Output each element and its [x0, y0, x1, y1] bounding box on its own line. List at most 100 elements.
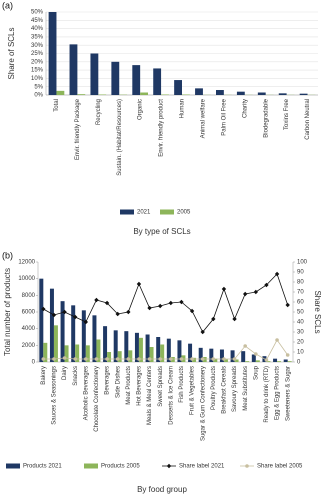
- y2-tick-label: 0: [297, 360, 301, 366]
- x-tick-label: Envir. friendly Package: [75, 98, 81, 160]
- bar: [202, 357, 207, 362]
- bar: [156, 337, 161, 362]
- marker: [232, 357, 237, 361]
- marker: [211, 357, 216, 361]
- marker: [126, 357, 131, 361]
- y-tick-label: 0%: [34, 93, 43, 99]
- x-tick-label: Hot Beverages: [137, 366, 143, 406]
- legend-swatch: [160, 209, 174, 215]
- marker: [169, 357, 173, 361]
- bar: [103, 326, 108, 362]
- marker: [136, 281, 142, 287]
- marker: [254, 352, 258, 356]
- marker: [264, 358, 269, 362]
- marker: [242, 291, 248, 297]
- bar: [117, 351, 122, 362]
- x-tick-label: Sauces & Seasonings: [52, 366, 58, 425]
- bar: [113, 330, 118, 362]
- x-tick-label: Alcoholic Beverages: [83, 366, 89, 420]
- bar: [69, 44, 78, 95]
- marker: [221, 286, 227, 292]
- bar: [251, 354, 256, 362]
- marker: [190, 357, 194, 361]
- y2-tick-label: 100: [297, 260, 308, 266]
- marker: [253, 289, 259, 295]
- bar: [48, 12, 57, 95]
- y2-tick-label: 30: [297, 330, 304, 336]
- y2-tick-label: 60: [297, 300, 304, 306]
- x-tick-label: Bakery: [41, 366, 47, 385]
- y-tick-label: 35%: [31, 34, 44, 40]
- x-axis-title: By food group: [137, 485, 187, 494]
- bar: [39, 278, 44, 362]
- legend-label: 2005: [177, 210, 191, 216]
- marker: [285, 302, 290, 308]
- bar: [177, 340, 182, 362]
- bar: [64, 345, 69, 362]
- bar: [257, 92, 266, 95]
- y-tick-label: 10000: [18, 276, 35, 282]
- bar: [219, 349, 224, 362]
- y2-tick-label: 50: [297, 310, 304, 316]
- marker: [243, 344, 247, 348]
- marker: [83, 319, 89, 325]
- marker: [211, 316, 216, 322]
- marker: [168, 300, 174, 306]
- bar: [192, 357, 197, 362]
- x-tick-label: Sweet Spreads: [158, 366, 164, 407]
- bar: [128, 350, 133, 362]
- y2-tick-label: 40: [297, 320, 304, 326]
- y-axis-title: Total number of products: [3, 268, 12, 356]
- bar: [43, 342, 48, 362]
- legend-label: 2021: [137, 210, 151, 216]
- x-tick-label: Side Dishes: [115, 366, 121, 398]
- bar: [236, 91, 245, 95]
- x-tick-label: Human: [180, 99, 186, 118]
- bar: [145, 334, 150, 362]
- legend-marker: [245, 464, 249, 468]
- bar: [287, 361, 292, 362]
- y-tick-label: 40%: [31, 26, 44, 32]
- marker: [41, 357, 46, 361]
- bar: [299, 93, 308, 95]
- marker: [200, 357, 205, 361]
- x-tick-label: Toxins Free: [284, 98, 290, 130]
- marker: [147, 357, 152, 361]
- marker: [94, 357, 99, 361]
- x-tick-label: Sweeteners & Sugar: [285, 366, 291, 421]
- bar: [96, 339, 101, 362]
- bar: [92, 315, 97, 362]
- bar: [277, 361, 282, 362]
- marker: [189, 308, 195, 314]
- x-tick-label: Egg & Egg Products: [275, 366, 281, 420]
- bar: [140, 92, 148, 95]
- y-tick-label: 50%: [31, 10, 44, 16]
- y-tick-label: 30%: [31, 43, 44, 49]
- x-tick-label: Ready to drink (RTD): [264, 366, 270, 423]
- bar: [107, 352, 112, 362]
- x-tick-label: Recycling: [96, 99, 102, 125]
- marker: [73, 357, 77, 361]
- x-tick-label: Breakfast Cereals: [222, 366, 228, 414]
- y-tick-label: 15%: [31, 68, 44, 74]
- bar: [209, 348, 214, 362]
- legend-swatch: [120, 209, 134, 215]
- bar: [170, 357, 175, 362]
- bar: [195, 88, 203, 95]
- bar: [255, 360, 260, 362]
- bar: [60, 301, 65, 362]
- marker: [41, 306, 46, 312]
- x-tick-label: Meals & Meal Centers: [147, 366, 153, 425]
- legend-label: Products 2021: [23, 464, 62, 470]
- bar: [56, 90, 65, 95]
- legend-swatch: [84, 463, 98, 469]
- bar: [111, 61, 120, 95]
- bar: [134, 332, 139, 362]
- x-tick-label: Dairy: [62, 366, 68, 380]
- x-tick-label: Soup: [253, 365, 259, 380]
- y2-tick-label: 70: [297, 290, 304, 296]
- bar: [230, 350, 235, 362]
- bar: [132, 65, 141, 95]
- y-tick-label: 6000: [22, 310, 36, 316]
- x-tick-label: Sustain. (Habitat/Resources): [117, 99, 123, 176]
